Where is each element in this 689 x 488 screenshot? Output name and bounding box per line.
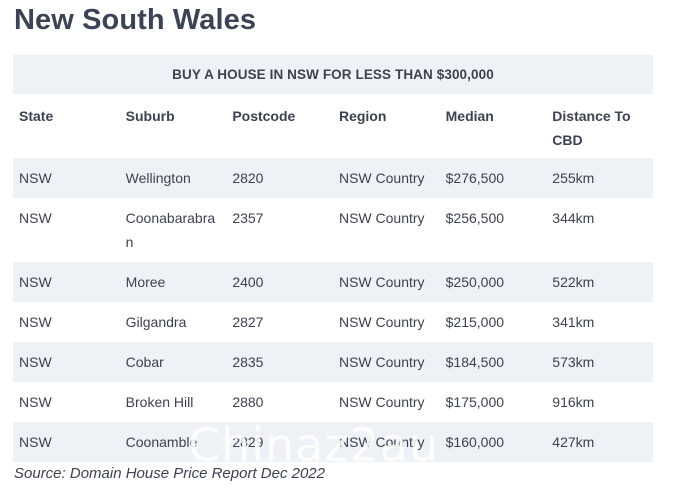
cell-median: $160,000 [439,422,547,462]
cell-state: NSW [13,198,120,262]
column-header-region: Region [332,94,440,158]
table-row: NSW Cobar 2835 NSW Country $184,500 573k… [13,342,653,382]
column-header-median: Median [439,94,547,158]
table-row: NSW Gilgandra 2827 NSW Country $215,000 … [13,302,653,342]
cell-suburb: Coonabarabran [119,198,227,262]
table-row: NSW Moree 2400 NSW Country $250,000 522k… [13,262,653,302]
cell-suburb: Cobar [119,342,227,382]
cell-region: NSW Country [332,198,440,262]
cell-distance: 916km [546,382,653,422]
cell-state: NSW [13,382,120,422]
cell-state: NSW [13,342,120,382]
cell-distance: 344km [546,198,653,262]
table-banner: BUY A HOUSE IN NSW FOR LESS THAN $300,00… [13,55,653,94]
cell-region: NSW Country [332,382,440,422]
cell-suburb: Wellington [119,158,227,198]
table-banner-row: BUY A HOUSE IN NSW FOR LESS THAN $300,00… [13,55,653,94]
cell-distance: 573km [546,342,653,382]
cell-distance: 522km [546,262,653,302]
cell-state: NSW [13,422,120,462]
cell-postcode: 2357 [226,198,333,262]
cell-suburb: Coonamble [119,422,227,462]
cell-median: $250,000 [439,262,547,302]
cell-postcode: 2827 [226,302,333,342]
cell-postcode: 2880 [226,382,333,422]
cell-suburb: Gilgandra [119,302,227,342]
cell-region: NSW Country [332,302,440,342]
column-header-distance: Distance To CBD [546,94,653,158]
table-row: NSW Wellington 2820 NSW Country $276,500… [13,158,653,198]
cell-region: NSW Country [332,262,440,302]
cell-median: $256,500 [439,198,547,262]
cell-median: $215,000 [439,302,547,342]
table-row: NSW Coonamble 2829 NSW Country $160,000 … [13,422,653,462]
column-header-suburb: Suburb [119,94,227,158]
cell-median: $175,000 [439,382,547,422]
price-table: BUY A HOUSE IN NSW FOR LESS THAN $300,00… [13,55,653,462]
cell-distance: 255km [546,158,653,198]
cell-postcode: 2400 [226,262,333,302]
cell-state: NSW [13,262,120,302]
column-header-postcode: Postcode [226,94,333,158]
cell-postcode: 2820 [226,158,333,198]
cell-distance: 341km [546,302,653,342]
page-title: New South Wales [14,4,257,36]
table-row: NSW Broken Hill 2880 NSW Country $175,00… [13,382,653,422]
table-header-row: State Suburb Postcode Region Median Dist… [13,94,653,158]
source-caption: Source: Domain House Price Report Dec 20… [14,465,325,482]
cell-region: NSW Country [332,422,440,462]
price-table-container: BUY A HOUSE IN NSW FOR LESS THAN $300,00… [13,55,653,462]
cell-suburb: Broken Hill [119,382,227,422]
cell-distance: 427km [546,422,653,462]
cell-suburb: Moree [119,262,227,302]
cell-postcode: 2829 [226,422,333,462]
column-header-state: State [13,94,120,158]
cell-postcode: 2835 [226,342,333,382]
cell-median: $276,500 [439,158,547,198]
table-row: NSW Coonabarabran 2357 NSW Country $256,… [13,198,653,262]
cell-region: NSW Country [332,158,440,198]
cell-median: $184,500 [439,342,547,382]
cell-state: NSW [13,158,120,198]
cell-state: NSW [13,302,120,342]
cell-region: NSW Country [332,342,440,382]
